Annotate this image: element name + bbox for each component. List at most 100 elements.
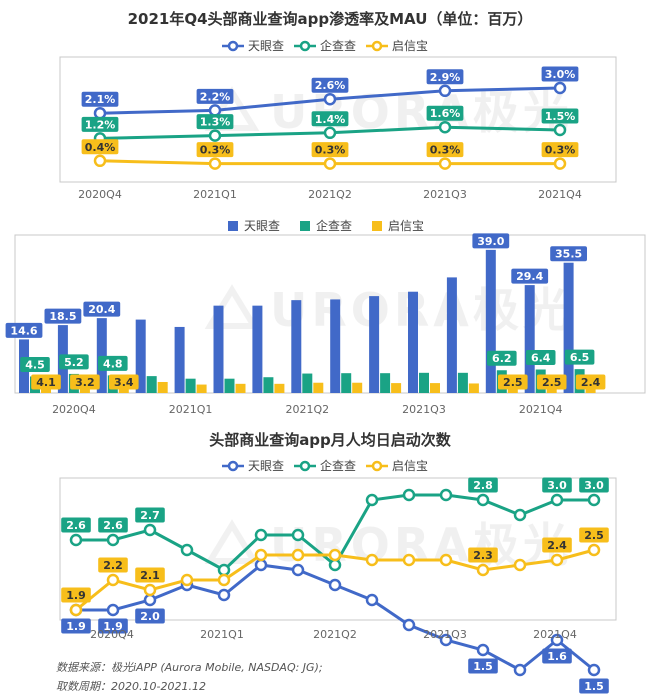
point-bottom-1-14 (587, 493, 601, 507)
legend-marker-1 (299, 460, 311, 472)
label-bottom-0-2: 2.0 (135, 608, 165, 624)
bar-1-11 (457, 372, 468, 393)
label-bottom-1-2-box (135, 507, 165, 523)
label-bottom-0-13: 1.6 (542, 648, 572, 664)
point-bottom-0-14 (587, 663, 601, 677)
legend-swatch-0 (228, 221, 238, 231)
point-top-1-2 (323, 126, 337, 140)
x-tick-2: 2021Q2 (308, 188, 352, 201)
bar-label-2-2-box (109, 374, 139, 390)
title-bottom: 头部商业查询app月人均日启动次数 (209, 431, 452, 449)
label-bottom-2-2-text: 2.1 (140, 569, 160, 582)
bar-0-3 (135, 319, 146, 393)
point-bottom-2-6 (291, 548, 305, 562)
panel-top (59, 56, 617, 183)
bar-label-2-12-text: 2.5 (503, 376, 523, 389)
x-tick-2: 2021Q2 (313, 628, 357, 641)
point-bottom-0-6 (291, 563, 305, 577)
bar-2-6 (274, 383, 285, 393)
label-bottom-0-1-box (98, 618, 128, 634)
panel-bottom (59, 477, 617, 621)
bar-label-0-12-box (472, 233, 510, 249)
bar-label-0-0: 14.6 (5, 322, 43, 338)
label-top-2-3-text: 0.3% (430, 144, 461, 157)
bar-0-5 (213, 305, 224, 393)
label-top-0-0: 2.1% (81, 91, 119, 107)
bar-label-0-0-text: 14.6 (10, 324, 37, 337)
label-top-1-1-box (196, 114, 234, 130)
watermark-mid: URORA极光 (204, 283, 569, 337)
legend-label-1: 企查查 (320, 38, 356, 53)
label-bottom-2-13-text: 2.4 (547, 539, 567, 552)
label-bottom-1-14-box (579, 477, 609, 493)
label-bottom-2-13: 2.4 (542, 537, 572, 553)
point-bottom-2-9 (402, 553, 416, 567)
label-bottom-1-13-text: 3.0 (547, 479, 567, 492)
point-top-0-3 (438, 84, 452, 98)
label-bottom-0-1: 1.9 (98, 618, 128, 634)
legend-swatch-1 (300, 221, 310, 231)
bar-label-2-12: 2.5 (498, 374, 528, 390)
bar-label-0-0-box (5, 322, 43, 338)
label-top-2-1-box (196, 142, 234, 158)
bar-2-9 (391, 383, 402, 393)
label-bottom-2-1: 2.2 (98, 557, 128, 573)
bar-series-2: 4.1 3.2 3.4 2.5 2.5 2.4 (31, 374, 606, 393)
label-top-1-0: 1.2% (81, 116, 119, 132)
legend-label-2: 启信宝 (392, 459, 428, 473)
bar-label-1-12-box (487, 350, 517, 366)
label-top-2-4-text: 0.3% (545, 144, 576, 157)
point-bottom-1-11 (476, 493, 490, 507)
point-bottom-2-12 (513, 558, 527, 572)
bar-label-2-13-box (536, 374, 567, 390)
x-axis-top: 2020Q4 2021Q1 2021Q2 2021Q3 2021Q4 (78, 188, 582, 201)
label-bottom-1-0: 2.6 (61, 517, 91, 533)
point-bottom-2-13 (550, 553, 564, 567)
bar-1-3 (146, 376, 157, 393)
x-tick-3: 2021Q3 (423, 628, 467, 641)
series-bottom-1: 2.6 2.6 2.7 2.8 3.0 3.0 (61, 477, 609, 577)
label-top-1-4-box (541, 108, 579, 124)
series-top-1: 1.2% 1.3% 1.4% 1.6% 1.5% (81, 105, 579, 145)
bar-2-3 (157, 381, 168, 393)
point-bottom-1-8 (365, 493, 379, 507)
label-bottom-0-2-box (135, 608, 165, 624)
source-note: 数据来源：极光iAPP (Aurora Mobile, NASDAQ: JG); (56, 661, 323, 674)
legend-bottom: 天眼查 企查查 启信宝 (222, 458, 428, 473)
x-axis-bottom: 2020Q4 2021Q1 2021Q2 2021Q3 2021Q4 (90, 628, 577, 641)
bar-label-1-2-text: 4.8 (103, 357, 123, 370)
label-bottom-0-11-text: 1.5 (473, 660, 493, 673)
point-bottom-1-6 (291, 528, 305, 542)
point-bottom-2-0 (69, 603, 83, 617)
label-top-2-4: 0.3% (541, 142, 579, 158)
legend-label-0: 天眼查 (248, 459, 284, 473)
label-bottom-2-11: 2.3 (468, 547, 498, 563)
point-bottom-1-9 (402, 488, 416, 502)
bar-label-1-0-text: 4.5 (25, 358, 45, 371)
bar-series-1: 4.5 5.2 4.8 6.2 6.4 6.5 (20, 349, 595, 393)
bar-0-10 (408, 291, 418, 393)
bar-label-0-1: 18.5 (44, 308, 82, 324)
label-top-0-3-text: 2.9% (430, 71, 461, 84)
label-bottom-0-14-text: 1.5 (584, 680, 604, 693)
bar-label-1-2-box (98, 355, 128, 371)
bar-label-1-12-text: 6.2 (492, 352, 512, 365)
label-top-2-2-box (311, 142, 349, 158)
label-top-0-0-box (81, 91, 119, 107)
label-bottom-1-0-box (61, 517, 91, 533)
label-bottom-0-13-text: 1.6 (547, 650, 567, 663)
label-bottom-1-1: 2.6 (98, 517, 128, 533)
bar-0-14 (563, 262, 574, 393)
bar-0-11 (446, 277, 457, 393)
point-bottom-1-4 (217, 563, 231, 577)
label-top-1-3-box (426, 105, 464, 121)
panel-mid (14, 234, 646, 394)
x-axis-mid: 2020Q4 2021Q1 2021Q2 2021Q3 2021Q4 (52, 403, 562, 416)
series-bottom-0: 1.9 1.9 2.0 1.5 1.6 1.5 (61, 558, 609, 694)
title-top: 2021年Q4头部商业查询app渗透率及MAU（单位：百万） (128, 10, 533, 28)
legend-marker-2 (371, 40, 383, 52)
bar-label-1-0: 4.5 (20, 356, 50, 372)
label-top-1-2-box (311, 111, 349, 127)
point-bottom-0-4 (217, 588, 231, 602)
